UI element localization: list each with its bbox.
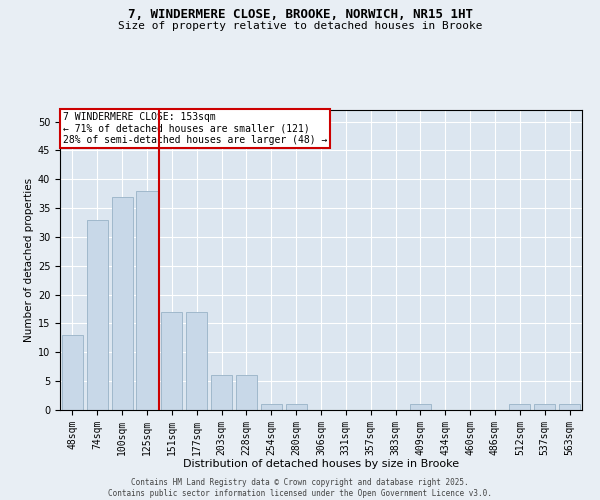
Text: Contains HM Land Registry data © Crown copyright and database right 2025.
Contai: Contains HM Land Registry data © Crown c… <box>108 478 492 498</box>
Bar <box>261 404 282 410</box>
Bar <box>534 404 555 410</box>
Bar <box>509 404 530 410</box>
Text: Size of property relative to detached houses in Brooke: Size of property relative to detached ho… <box>118 21 482 31</box>
Bar <box>136 191 158 410</box>
Bar <box>211 376 232 410</box>
Bar <box>87 220 108 410</box>
Bar <box>286 404 307 410</box>
Bar <box>559 404 580 410</box>
Bar <box>62 335 83 410</box>
Bar <box>112 196 133 410</box>
Text: 7, WINDERMERE CLOSE, BROOKE, NORWICH, NR15 1HT: 7, WINDERMERE CLOSE, BROOKE, NORWICH, NR… <box>128 8 473 20</box>
Bar <box>410 404 431 410</box>
Bar <box>236 376 257 410</box>
Y-axis label: Number of detached properties: Number of detached properties <box>23 178 34 342</box>
X-axis label: Distribution of detached houses by size in Brooke: Distribution of detached houses by size … <box>183 459 459 469</box>
Bar <box>161 312 182 410</box>
Bar <box>186 312 207 410</box>
Text: 7 WINDERMERE CLOSE: 153sqm
← 71% of detached houses are smaller (121)
28% of sem: 7 WINDERMERE CLOSE: 153sqm ← 71% of deta… <box>62 112 327 144</box>
